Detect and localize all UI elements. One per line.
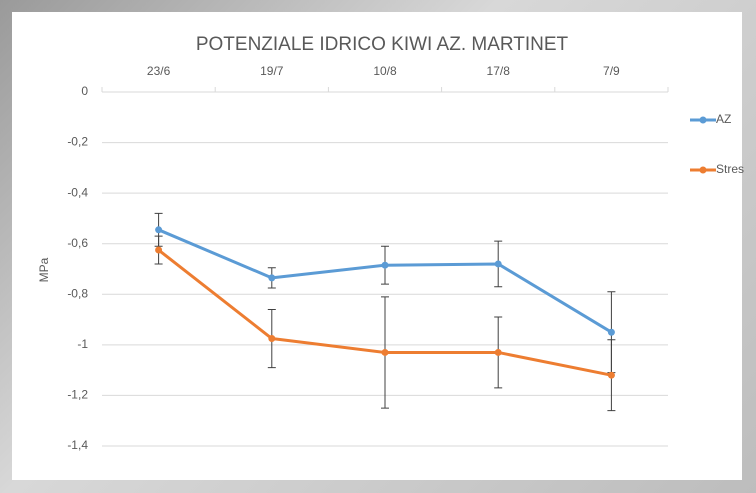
y-tick-label: -0,2 (67, 135, 88, 149)
x-tick-label: 7/9 (603, 64, 620, 78)
data-point (381, 348, 389, 356)
data-point (155, 246, 163, 254)
data-point (494, 348, 502, 356)
chart-area (12, 12, 742, 480)
data-point (607, 328, 615, 336)
chart-title: POTENZIALE IDRICO KIWI AZ. MARTINET (196, 34, 569, 55)
legend-marker (699, 166, 707, 174)
y-tick-label: -1,4 (67, 438, 88, 452)
y-tick-label: -0,4 (67, 185, 88, 199)
data-point (155, 226, 163, 234)
data-point (268, 335, 276, 343)
data-point (381, 261, 389, 269)
data-point (494, 260, 502, 268)
y-tick-label: -0,6 (67, 236, 88, 250)
y-tick-label: 0 (81, 84, 88, 98)
y-tick-label: -0,8 (67, 286, 88, 300)
data-point (607, 371, 615, 379)
data-point (268, 274, 276, 282)
x-tick-label: 23/6 (147, 64, 171, 78)
legend-marker (699, 116, 707, 124)
legend-label: AZ (716, 112, 731, 126)
x-tick-label: 19/7 (260, 64, 284, 78)
x-tick-label: 17/8 (487, 64, 511, 78)
y-tick-label: -1,2 (67, 388, 88, 402)
x-tick-label: 10/8 (373, 64, 397, 78)
y-tick-label: -1 (77, 337, 88, 351)
legend-label: Stres (716, 162, 744, 176)
y-axis-label: MPa (37, 257, 51, 282)
